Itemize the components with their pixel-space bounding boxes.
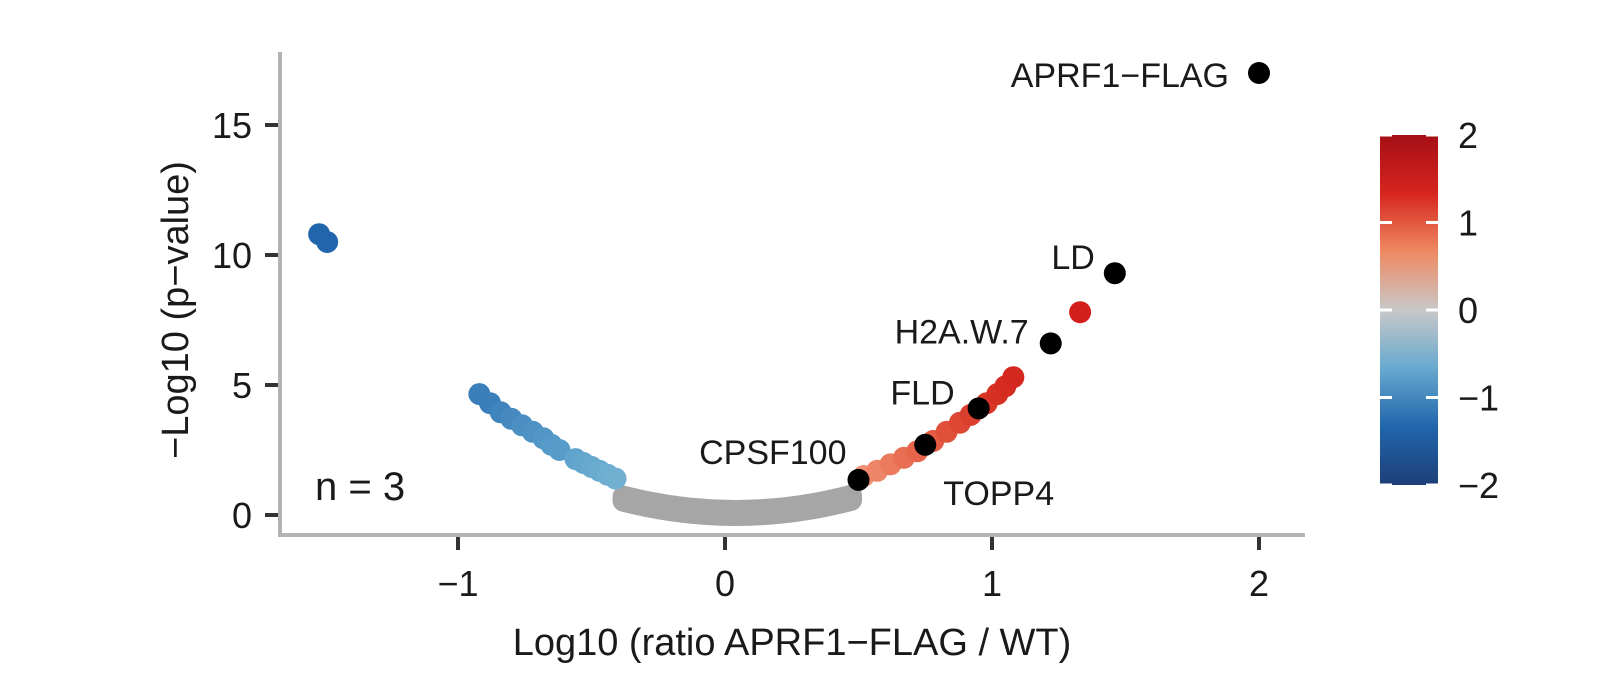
x-ticks: −1 0 1 2 [437, 537, 1269, 604]
highlighted-point [1039, 332, 1062, 355]
colorbar-tick-label: 0 [1458, 290, 1478, 331]
highlighted-points: APRF1−FLAG LD H2A.W.7 FLD TOPP4 CPSF100 [699, 57, 1270, 513]
gene-label: TOPP4 [943, 475, 1054, 513]
x-tick-label: 1 [982, 563, 1002, 604]
y-ticks: 0 5 10 15 [212, 105, 278, 536]
gene-label: APRF1−FLAG [1011, 57, 1229, 95]
colorbar-legend: 2 1 0 −1 −2 [1380, 115, 1499, 506]
data-point [548, 439, 571, 461]
colorbar-tick-label: −1 [1458, 378, 1499, 419]
data-point [1002, 366, 1025, 389]
x-axis-title: Log10 (ratio APRF1−FLAG / WT) [513, 622, 1072, 664]
x-tick-label: 0 [715, 563, 735, 604]
x-tick-label: 2 [1249, 563, 1269, 604]
data-point [1069, 301, 1092, 324]
highlighted-point [1103, 262, 1126, 285]
colorbar-tick-label: 1 [1458, 203, 1478, 244]
highlighted-point [1248, 62, 1270, 84]
colorbar-ticks: 2 1 0 −1 −2 [1380, 115, 1499, 506]
sample-size-annotation: n = 3 [315, 465, 405, 509]
gene-label: H2A.W.7 [895, 313, 1029, 351]
colorbar-tick-label: 2 [1458, 115, 1478, 156]
data-point [604, 467, 627, 490]
data-point [316, 231, 339, 253]
gene-label: LD [1051, 239, 1094, 277]
x-tick-label: −1 [437, 563, 478, 604]
y-axis-title: −Log10 (p−value) [155, 161, 197, 459]
y-tick-label: 10 [212, 235, 252, 276]
axes: −1 0 1 2 0 5 10 15 [212, 52, 1305, 604]
nonsignificant-points [612, 484, 863, 526]
y-tick-label: 5 [232, 365, 252, 406]
highlighted-point [914, 433, 937, 456]
gene-label: CPSF100 [699, 434, 846, 472]
highlighted-point [967, 397, 990, 420]
highlighted-point [847, 468, 870, 491]
y-tick-label: 0 [232, 495, 252, 536]
colorbar-tick-label: −2 [1458, 465, 1499, 506]
y-tick-label: 15 [212, 105, 252, 146]
gene-label: FLD [890, 374, 954, 412]
